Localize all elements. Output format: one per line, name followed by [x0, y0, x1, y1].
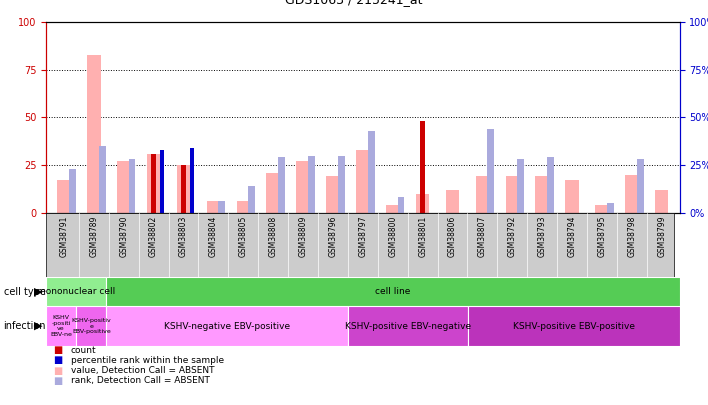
Bar: [338, 156, 345, 213]
Bar: [106, 306, 348, 346]
Bar: [535, 177, 549, 213]
Bar: [46, 277, 106, 306]
Text: GSM38801: GSM38801: [418, 216, 427, 257]
Text: GSM38806: GSM38806: [448, 216, 457, 257]
Bar: [160, 150, 164, 213]
Bar: [386, 205, 399, 213]
Text: GSM38797: GSM38797: [358, 216, 367, 257]
Text: GSM38800: GSM38800: [388, 216, 397, 257]
Text: KSHV-positive EBV-positive: KSHV-positive EBV-positive: [513, 322, 635, 330]
Text: GSM38796: GSM38796: [329, 216, 338, 257]
Text: GSM38803: GSM38803: [179, 216, 188, 257]
Bar: [236, 201, 250, 213]
Bar: [566, 180, 579, 213]
Text: GSM38809: GSM38809: [299, 216, 307, 257]
Text: rank, Detection Call = ABSENT: rank, Detection Call = ABSENT: [71, 376, 210, 385]
Bar: [151, 153, 156, 213]
Bar: [506, 177, 519, 213]
Text: cell type: cell type: [4, 287, 45, 296]
Bar: [87, 55, 101, 213]
Text: cell line: cell line: [375, 287, 411, 296]
Bar: [368, 131, 375, 213]
Text: ▶: ▶: [34, 287, 42, 296]
Bar: [147, 153, 160, 213]
Bar: [326, 177, 340, 213]
Bar: [547, 158, 554, 213]
Text: GSM38798: GSM38798: [627, 216, 636, 257]
Text: GSM38799: GSM38799: [657, 216, 666, 257]
Bar: [181, 165, 186, 213]
Text: count: count: [71, 346, 96, 355]
Bar: [356, 150, 370, 213]
Bar: [278, 158, 285, 213]
Bar: [637, 159, 644, 213]
Text: GSM38794: GSM38794: [568, 216, 576, 257]
Text: GSM38795: GSM38795: [598, 216, 607, 257]
Bar: [518, 159, 524, 213]
Bar: [308, 156, 315, 213]
Text: GSM38790: GSM38790: [119, 216, 128, 257]
Text: GSM38792: GSM38792: [508, 216, 517, 257]
Bar: [249, 186, 255, 213]
Bar: [57, 180, 71, 213]
Text: ■: ■: [53, 345, 62, 355]
Text: ■: ■: [53, 356, 62, 365]
Bar: [190, 148, 194, 213]
Bar: [476, 177, 489, 213]
Text: KSHV-positive EBV-negative: KSHV-positive EBV-negative: [345, 322, 471, 330]
Bar: [469, 306, 680, 346]
Text: GSM38804: GSM38804: [209, 216, 218, 257]
Text: GSM38808: GSM38808: [268, 216, 278, 257]
Text: ■: ■: [53, 376, 62, 386]
Text: GSM38807: GSM38807: [478, 216, 487, 257]
Bar: [76, 306, 106, 346]
Bar: [219, 201, 225, 213]
Bar: [297, 161, 310, 213]
Bar: [207, 201, 220, 213]
Bar: [420, 121, 426, 213]
Text: KSHV
-positi
ve
EBV-ne: KSHV -positi ve EBV-ne: [50, 315, 72, 337]
Bar: [488, 129, 494, 213]
Text: percentile rank within the sample: percentile rank within the sample: [71, 356, 224, 365]
Text: GSM38789: GSM38789: [89, 216, 98, 257]
Text: KSHV-positiv
e
EBV-positive: KSHV-positiv e EBV-positive: [72, 318, 111, 334]
Bar: [595, 205, 609, 213]
Text: GSM38802: GSM38802: [149, 216, 158, 257]
Bar: [398, 197, 404, 213]
Bar: [348, 306, 469, 346]
Bar: [69, 169, 76, 213]
Bar: [117, 161, 130, 213]
Bar: [46, 306, 76, 346]
Bar: [655, 190, 668, 213]
Bar: [99, 146, 105, 213]
Text: ▶: ▶: [34, 321, 42, 331]
Text: GSM38791: GSM38791: [59, 216, 69, 257]
Text: ■: ■: [53, 366, 62, 375]
Bar: [625, 175, 639, 213]
Text: value, Detection Call = ABSENT: value, Detection Call = ABSENT: [71, 366, 215, 375]
Bar: [416, 194, 429, 213]
Text: GDS1063 / 215241_at: GDS1063 / 215241_at: [285, 0, 423, 6]
Text: infection: infection: [4, 321, 46, 331]
Text: GSM38793: GSM38793: [537, 216, 547, 257]
Bar: [266, 173, 280, 213]
Text: GSM38805: GSM38805: [239, 216, 248, 257]
Text: mononuclear cell: mononuclear cell: [37, 287, 115, 296]
Bar: [129, 159, 135, 213]
Bar: [446, 190, 459, 213]
Bar: [607, 203, 614, 213]
Text: KSHV-negative EBV-positive: KSHV-negative EBV-positive: [164, 322, 290, 330]
Bar: [177, 165, 190, 213]
